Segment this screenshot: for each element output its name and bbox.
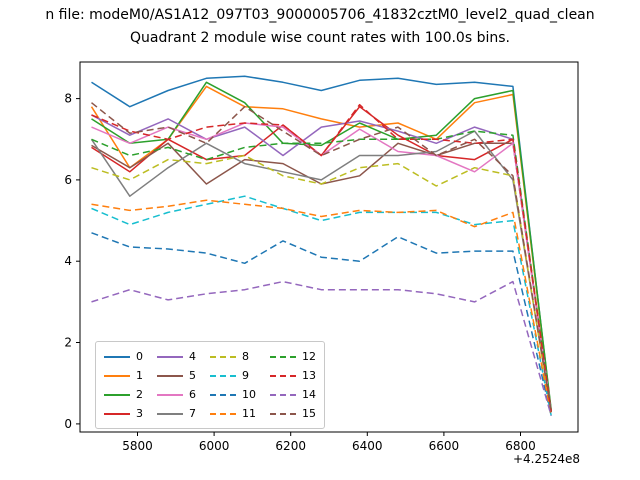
legend-item-2: 2 [104, 385, 143, 404]
legend-line-sample [157, 393, 183, 396]
svg-text:8: 8 [64, 92, 72, 106]
svg-text:6000: 6000 [199, 439, 230, 453]
legend-item-5: 5 [157, 366, 196, 385]
legend-item-15: 15 [270, 404, 316, 423]
svg-text:2: 2 [64, 336, 72, 350]
legend-line-sample [157, 412, 183, 415]
legend-label: 10 [242, 388, 256, 401]
legend-item-11: 11 [210, 404, 256, 423]
svg-text:0: 0 [64, 417, 72, 431]
svg-text:4: 4 [64, 254, 72, 268]
svg-text:6: 6 [64, 173, 72, 187]
legend-item-1: 1 [104, 366, 143, 385]
legend-label: 8 [242, 350, 249, 363]
legend-label: 1 [136, 369, 143, 382]
legend-item-0: 0 [104, 347, 143, 366]
legend-label: 3 [136, 407, 143, 420]
legend-label: 6 [189, 388, 196, 401]
legend-line-sample [210, 374, 236, 377]
legend-label: 14 [302, 388, 316, 401]
legend-line-sample [270, 412, 296, 415]
legend-label: 7 [189, 407, 196, 420]
legend-item-8: 8 [210, 347, 256, 366]
figure-title: n file: modeM0/AS1A12_097T03_9000005706_… [45, 7, 595, 23]
legend-item-7: 7 [157, 404, 196, 423]
legend-item-4: 4 [157, 347, 196, 366]
legend-items: 0 1 2 3 4 5 6 7 8 9 10 11 12 13 14 15 [104, 347, 316, 423]
legend: 0 1 2 3 4 5 6 7 8 9 10 11 12 13 14 15 [95, 341, 325, 429]
legend-item-14: 14 [270, 385, 316, 404]
svg-text:6600: 6600 [429, 439, 460, 453]
legend-line-sample [104, 374, 130, 377]
legend-line-sample [157, 374, 183, 377]
legend-label: 13 [302, 369, 316, 382]
legend-line-sample [104, 355, 130, 358]
svg-text:5800: 5800 [122, 439, 153, 453]
legend-line-sample [270, 355, 296, 358]
svg-text:6400: 6400 [352, 439, 383, 453]
legend-item-9: 9 [210, 366, 256, 385]
legend-label: 12 [302, 350, 316, 363]
legend-line-sample [157, 355, 183, 358]
legend-line-sample [210, 393, 236, 396]
axes-title: Quadrant 2 module wise count rates with … [130, 30, 510, 46]
x-axis-offset-label: +4.2524e8 [512, 452, 580, 466]
legend-item-13: 13 [270, 366, 316, 385]
legend-label: 0 [136, 350, 143, 363]
svg-text:6200: 6200 [275, 439, 306, 453]
legend-line-sample [210, 355, 236, 358]
legend-item-6: 6 [157, 385, 196, 404]
legend-item-12: 12 [270, 347, 316, 366]
legend-line-sample [270, 374, 296, 377]
legend-label: 9 [242, 369, 249, 382]
legend-label: 11 [242, 407, 256, 420]
legend-item-3: 3 [104, 404, 143, 423]
legend-line-sample [210, 412, 236, 415]
legend-label: 4 [189, 350, 196, 363]
legend-line-sample [270, 393, 296, 396]
svg-text:6800: 6800 [505, 439, 536, 453]
legend-item-10: 10 [210, 385, 256, 404]
legend-label: 15 [302, 407, 316, 420]
legend-label: 2 [136, 388, 143, 401]
legend-label: 5 [189, 369, 196, 382]
legend-line-sample [104, 412, 130, 415]
legend-line-sample [104, 393, 130, 396]
